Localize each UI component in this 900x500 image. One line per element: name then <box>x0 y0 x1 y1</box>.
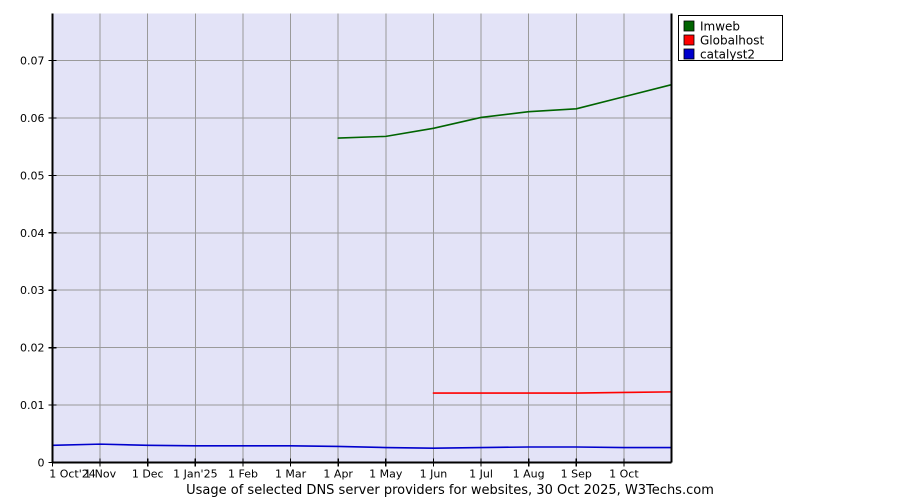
legend-swatch-globalhost <box>683 34 695 46</box>
x-axis-tick-label: 1 Aug <box>513 468 545 481</box>
x-axis-tick-label: 1 Jun <box>420 468 448 481</box>
legend-label-imweb: Imweb <box>700 20 740 34</box>
series-line-globalhost <box>432 391 673 394</box>
x-axis-tick-label: 1 Nov <box>84 468 116 481</box>
x-axis-tick-label: 1 Jan'25 <box>173 468 217 481</box>
x-axis-tick-label: 1 Mar <box>275 468 307 481</box>
x-axis-tick-label: 1 Feb <box>228 468 258 481</box>
x-axis-tick-label: 1 Jul <box>469 468 493 481</box>
y-axis-tick-label: 0 <box>38 457 45 470</box>
legend-swatch-imweb <box>683 20 695 32</box>
y-axis-tick-label: 0.02 <box>20 342 45 355</box>
x-axis-tick-label: 1 Oct'24 <box>49 468 96 481</box>
y-axis-tick-label: 0.01 <box>20 399 45 412</box>
y-axis-tick-label: 0.05 <box>20 169 45 182</box>
legend-box <box>678 15 783 61</box>
series-line-imweb <box>337 83 673 139</box>
series-line-catalyst2 <box>51 443 673 449</box>
y-axis-tick-label: 0.06 <box>20 112 45 125</box>
y-axis-tick-label: 0.07 <box>20 55 45 68</box>
chart-title: Usage of selected DNS server providers f… <box>186 483 714 498</box>
x-axis-tick-label: 1 Sep <box>561 468 592 481</box>
x-axis-tick-label: 1 Dec <box>132 468 164 481</box>
y-axis-tick-label: 0.04 <box>20 227 45 240</box>
legend-label-catalyst2: catalyst2 <box>700 48 755 62</box>
y-axis-tick-label: 0.03 <box>20 284 45 297</box>
x-axis-tick-label: 1 Apr <box>323 468 353 481</box>
x-axis-tick-label: 1 May <box>369 468 403 481</box>
plot-area-background <box>52 13 672 463</box>
x-axis-tick-label: 1 Oct <box>609 468 639 481</box>
legend-label-globalhost: Globalhost <box>700 34 764 48</box>
legend-swatch-catalyst2 <box>683 48 695 60</box>
